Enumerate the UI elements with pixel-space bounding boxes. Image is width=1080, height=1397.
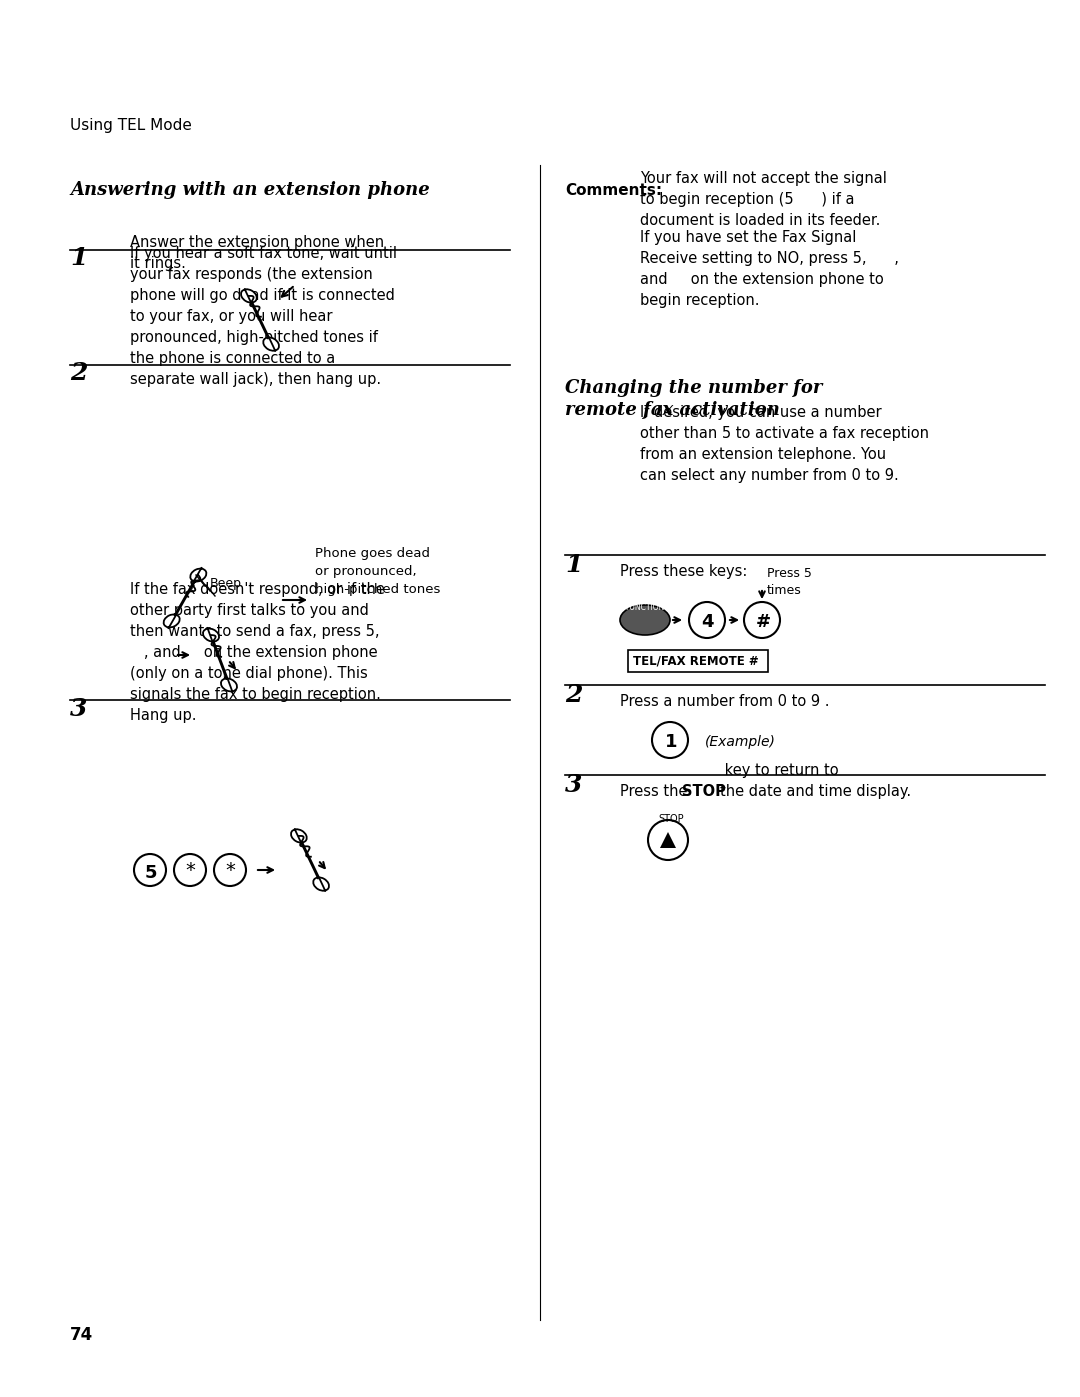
Text: Your fax will not accept the signal
to begin reception (5      ) if a
document i: Your fax will not accept the signal to b…: [640, 170, 887, 228]
Circle shape: [174, 854, 206, 886]
Text: Answer the extension phone when
it rings.: Answer the extension phone when it rings…: [130, 235, 384, 271]
Text: Using TEL Mode: Using TEL Mode: [70, 117, 192, 133]
Text: Changing the number for
remote fax activation: Changing the number for remote fax activ…: [565, 379, 822, 419]
Text: If you hear a soft fax tone, wait until
your fax responds (the extension
phone w: If you hear a soft fax tone, wait until …: [130, 246, 397, 387]
Polygon shape: [168, 567, 202, 629]
Circle shape: [744, 602, 780, 638]
Text: 3: 3: [565, 773, 582, 798]
Text: 1: 1: [665, 733, 677, 752]
Polygon shape: [660, 833, 676, 848]
Text: Press 5
times: Press 5 times: [767, 567, 812, 597]
Polygon shape: [245, 289, 275, 351]
Text: Answering with an extension phone: Answering with an extension phone: [70, 182, 430, 198]
Text: Press a number from 0 to 9 .: Press a number from 0 to 9 .: [620, 694, 829, 710]
Circle shape: [652, 722, 688, 759]
Text: Comments:: Comments:: [565, 183, 662, 198]
Polygon shape: [295, 828, 325, 891]
Text: TEL/FAX REMOTE #: TEL/FAX REMOTE #: [633, 655, 758, 668]
FancyBboxPatch shape: [627, 650, 768, 672]
Ellipse shape: [203, 629, 219, 641]
Text: 1: 1: [70, 246, 87, 270]
Text: key to return to
the date and time display.: key to return to the date and time displ…: [720, 763, 912, 799]
Text: 2: 2: [565, 683, 582, 707]
Ellipse shape: [313, 877, 329, 891]
Text: Press the: Press the: [620, 784, 692, 799]
Text: *: *: [185, 861, 194, 880]
Text: Phone goes dead
or pronounced,
high-pitched tones: Phone goes dead or pronounced, high-pitc…: [315, 548, 441, 597]
Text: Press these keys:: Press these keys:: [620, 564, 747, 578]
Ellipse shape: [291, 830, 307, 842]
Ellipse shape: [164, 615, 179, 627]
Text: 3: 3: [70, 697, 87, 721]
Circle shape: [689, 602, 725, 638]
Text: STOP: STOP: [658, 814, 684, 824]
Text: FUNCTION: FUNCTION: [625, 604, 664, 612]
Ellipse shape: [190, 569, 206, 581]
Text: 2: 2: [70, 360, 87, 386]
Ellipse shape: [241, 289, 257, 303]
Text: STOP: STOP: [681, 784, 726, 799]
Text: If desired, you can use a number
other than 5 to activate a fax reception
from a: If desired, you can use a number other t…: [640, 405, 929, 483]
Ellipse shape: [221, 679, 237, 692]
Text: (Example): (Example): [705, 735, 775, 749]
Text: If you have set the Fax Signal
Receive setting to NO, press 5,      ,
and     on: If you have set the Fax Signal Receive s…: [640, 231, 899, 307]
Text: *: *: [225, 861, 234, 880]
Text: If the fax doesn't respond, or if the
other party first talks to you and
then wa: If the fax doesn't respond, or if the ot…: [130, 583, 384, 724]
Text: 74: 74: [70, 1326, 93, 1344]
Text: #: #: [756, 613, 771, 631]
Circle shape: [134, 854, 166, 886]
Text: Beep: Beep: [210, 577, 242, 590]
Ellipse shape: [264, 338, 279, 351]
Text: 5: 5: [145, 863, 158, 882]
Text: 4: 4: [701, 613, 714, 631]
Circle shape: [214, 854, 246, 886]
Circle shape: [648, 820, 688, 861]
Ellipse shape: [620, 605, 670, 636]
Text: 1: 1: [565, 553, 582, 577]
Polygon shape: [207, 627, 232, 693]
